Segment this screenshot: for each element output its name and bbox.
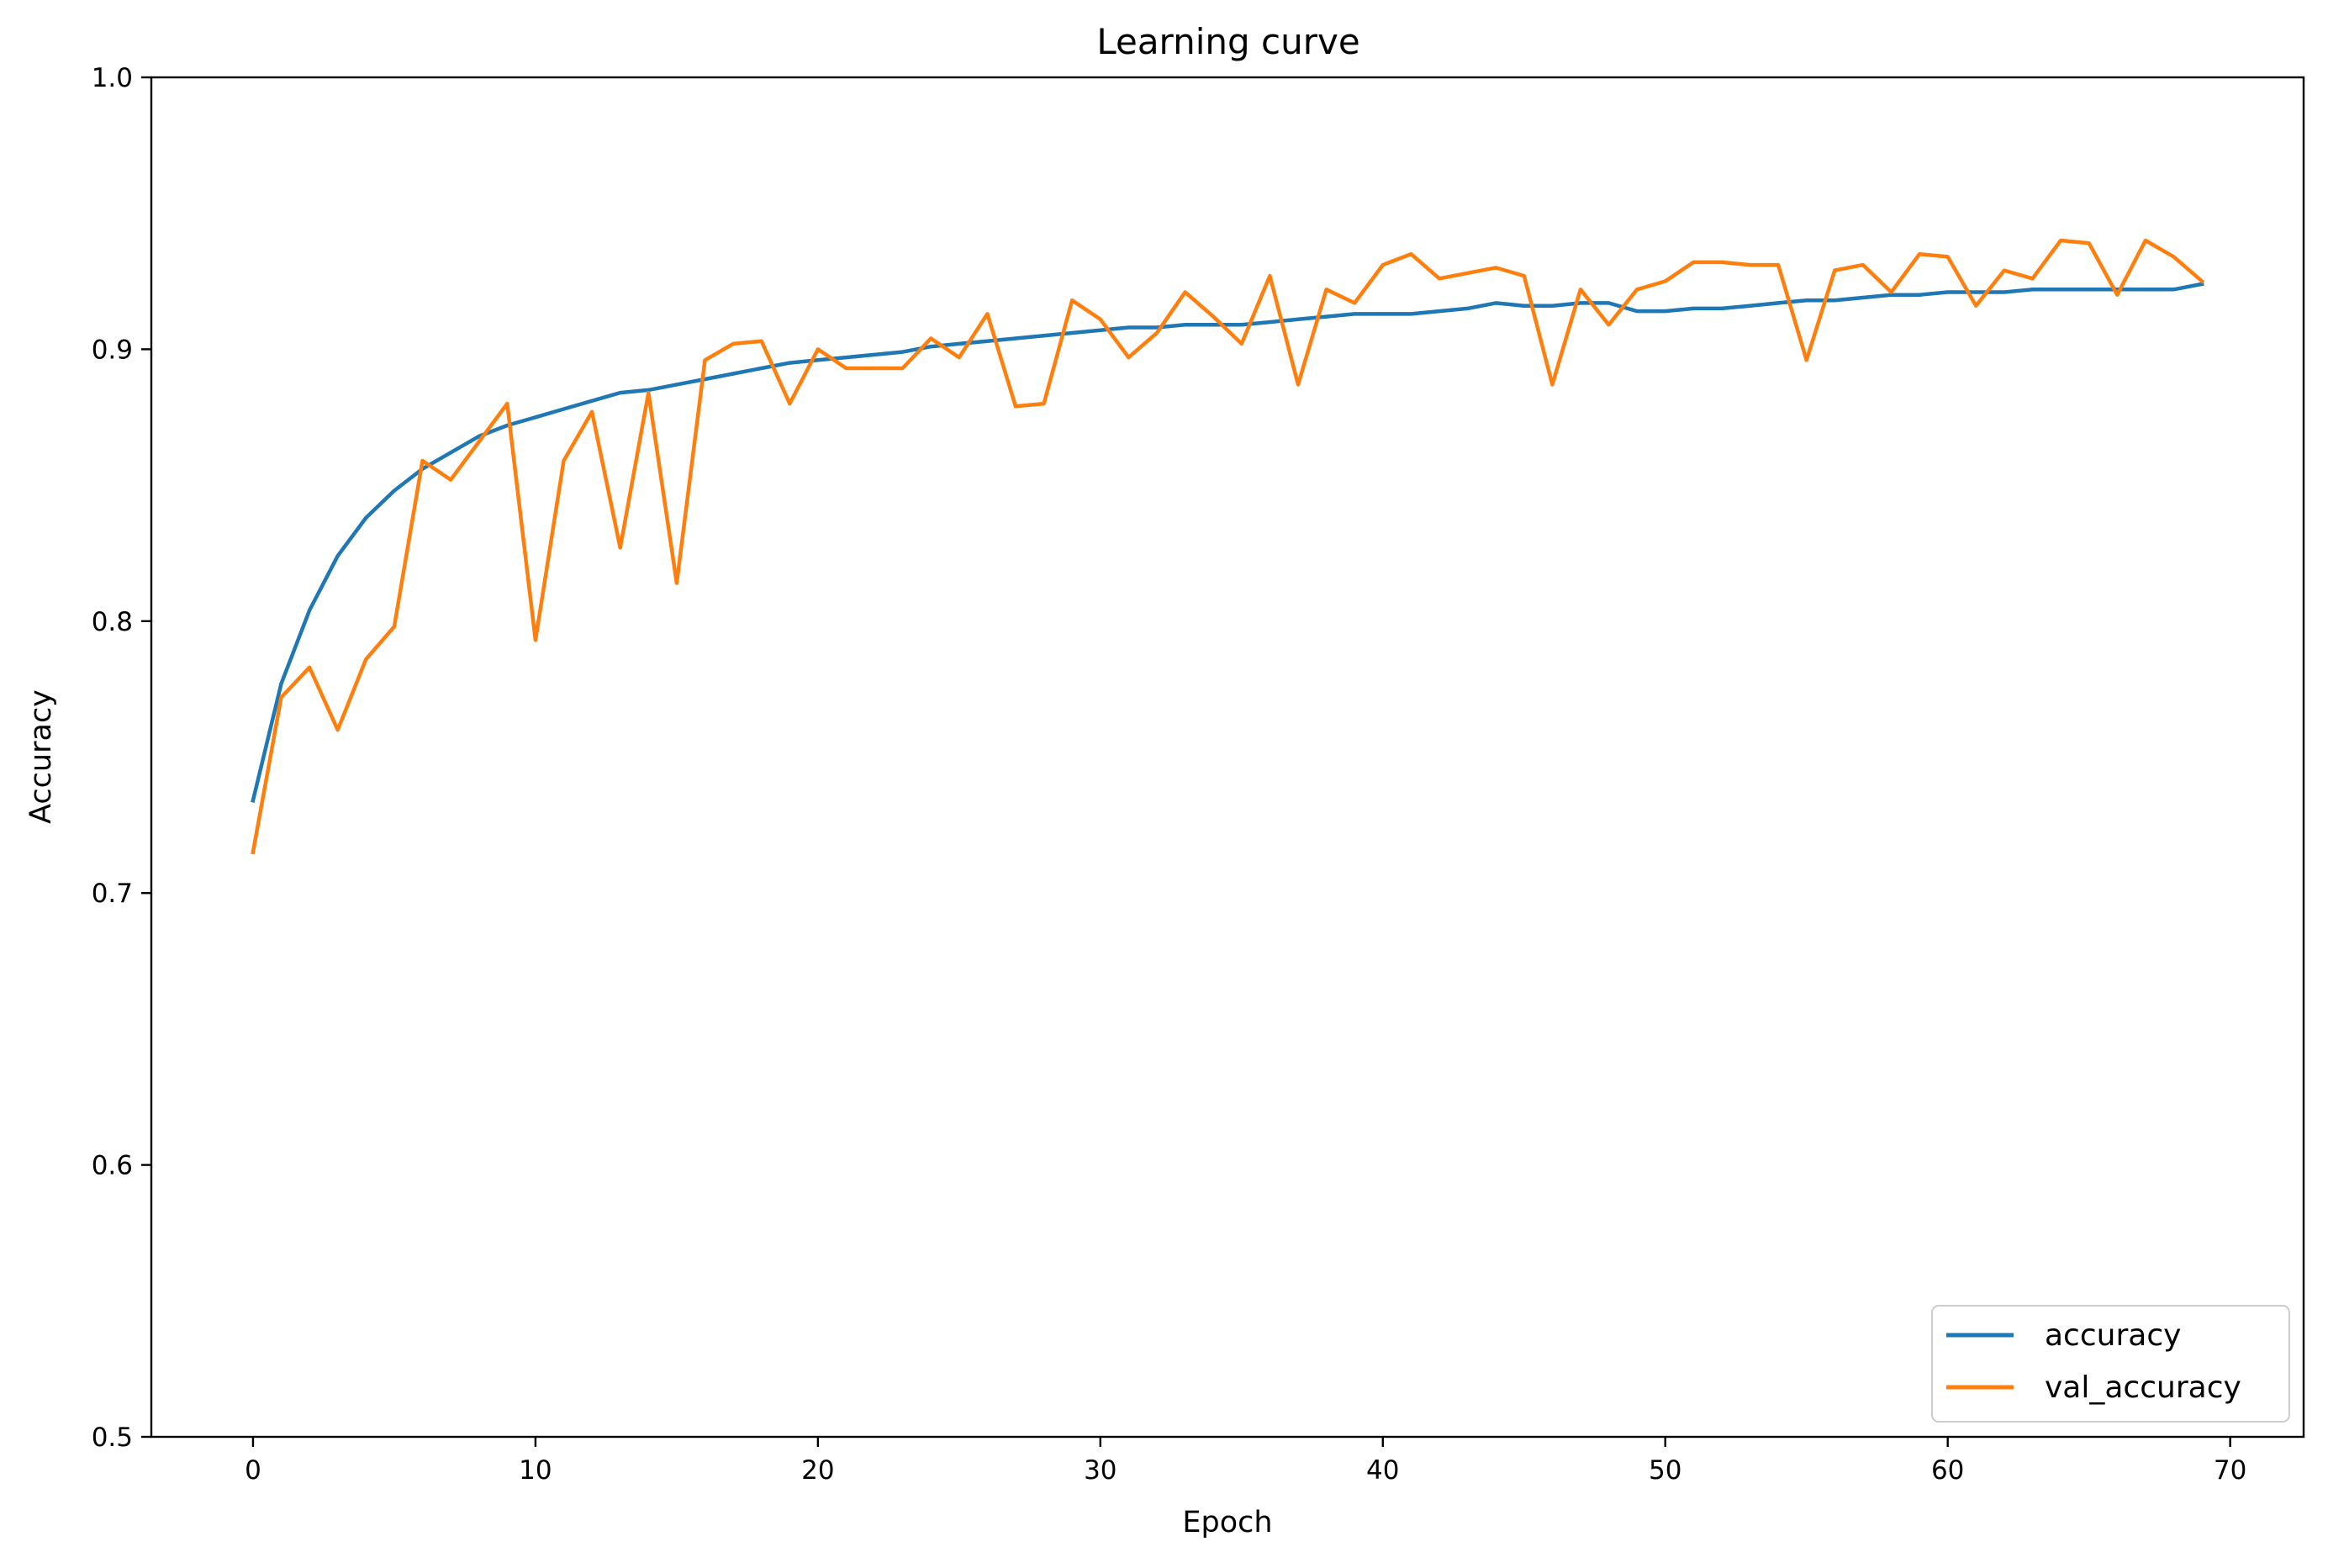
- x-tick-label: 30: [1084, 1455, 1116, 1486]
- x-axis-ticks: 0 10 20 30 40 50 60 70: [245, 1437, 2246, 1486]
- x-tick-label: 0: [245, 1455, 261, 1486]
- y-tick-label: 0.5: [92, 1423, 133, 1453]
- series-layer: [251, 238, 2205, 855]
- legend: accuracy val_accuracy: [1931, 1305, 2290, 1423]
- x-axis-label: Epoch: [1182, 1506, 1272, 1539]
- legend-label-accuracy: accuracy: [2045, 1318, 2181, 1353]
- x-tick-label: 60: [1931, 1455, 1964, 1486]
- y-tick-label: 0.9: [92, 335, 133, 365]
- x-tick-label: 20: [801, 1455, 834, 1486]
- chart-title: Learning curve: [1096, 21, 1359, 62]
- y-tick-label: 0.6: [92, 1151, 133, 1181]
- y-tick-label: 1.0: [92, 63, 133, 93]
- x-tick-label: 50: [1649, 1455, 1681, 1486]
- legend-label-val-accuracy: val_accuracy: [2045, 1370, 2241, 1405]
- y-axis-ticks: 0.5 0.6 0.7 0.8 0.9 1.0: [92, 63, 151, 1453]
- y-tick-label: 0.7: [92, 879, 133, 909]
- plot-area-frame: [150, 76, 2305, 1439]
- y-tick-label: 0.8: [92, 607, 133, 637]
- y-axis-label: Accuracy: [24, 689, 58, 824]
- x-tick-label: 70: [2214, 1455, 2246, 1486]
- series-line-accuracy: [251, 282, 2204, 803]
- legend-box: [1931, 1305, 2290, 1423]
- series-line-val-accuracy: [251, 238, 2205, 855]
- x-tick-label: 40: [1366, 1455, 1399, 1486]
- x-tick-label: 10: [519, 1455, 552, 1486]
